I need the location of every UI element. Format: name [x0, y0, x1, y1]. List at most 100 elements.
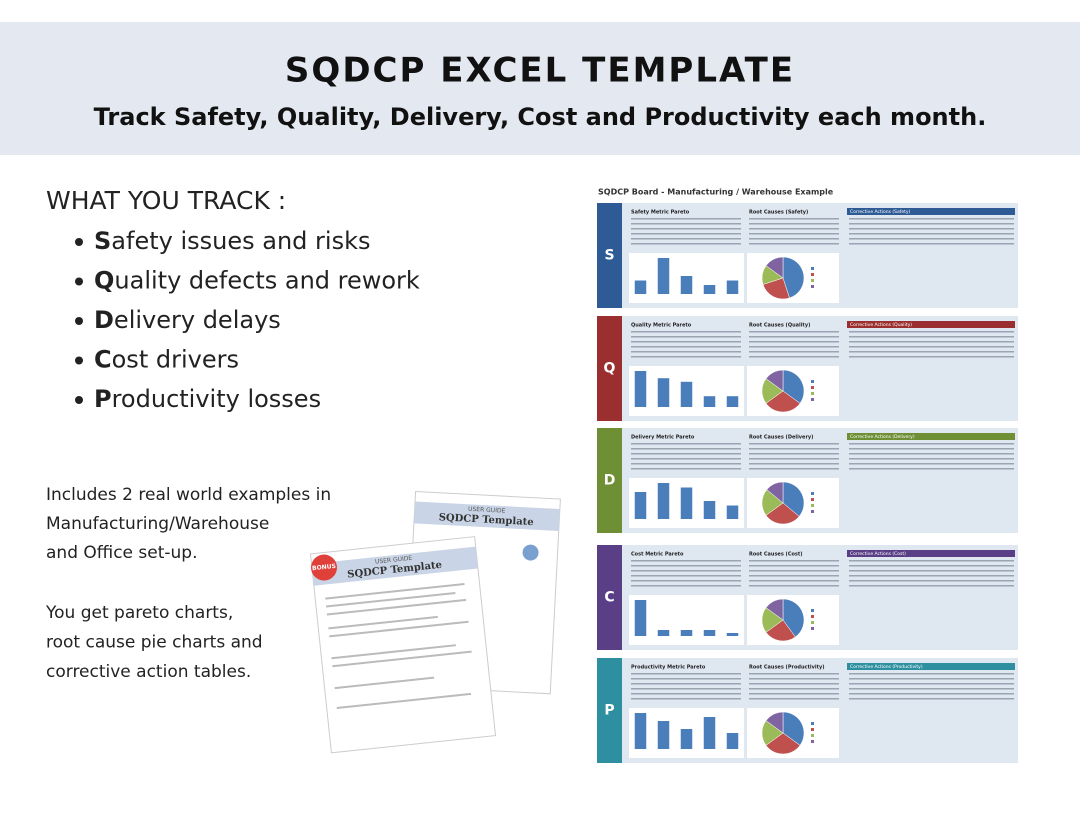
pareto-title: Cost Metric Pareto: [631, 552, 684, 558]
panel-letter: C: [604, 590, 614, 606]
table-row: [631, 453, 741, 455]
table-row: [631, 463, 741, 465]
header-band: [0, 22, 1080, 155]
actions-bar: [847, 663, 1015, 670]
item-letter: Q: [94, 267, 114, 295]
item-letter: S: [94, 227, 111, 255]
table-row: [631, 448, 741, 450]
pie-legend-key: [811, 380, 814, 383]
table-row: [849, 443, 1014, 445]
pie-slice: [765, 732, 801, 755]
table-row: [631, 356, 741, 358]
bonus-badge: [311, 554, 338, 581]
guide-band: [311, 546, 478, 586]
table-row: [631, 243, 741, 245]
table-row: [749, 673, 839, 675]
table-row: [749, 351, 839, 353]
pareto-bar: [634, 371, 647, 407]
table-row: [749, 693, 839, 695]
table-row: [631, 693, 741, 695]
pie-slice: [782, 369, 805, 404]
table-row: [631, 341, 741, 343]
guide-band: [413, 501, 560, 532]
table-row: [631, 233, 741, 235]
actions-title: Corrective Actions (Productivity): [850, 664, 923, 670]
root-title: Root Causes (Safety): [749, 210, 808, 216]
table-row: [749, 468, 839, 470]
pareto-title: Quality Metric Pareto: [631, 323, 692, 329]
pie-slice: [782, 256, 805, 299]
table-row: [849, 356, 1014, 358]
pie-slice: [765, 711, 784, 734]
track-heading: WHAT YOU TRACK :: [46, 186, 286, 215]
pareto-title: Productivity Metric Pareto: [631, 665, 706, 671]
item-rest: ost drivers: [112, 346, 239, 374]
track-list: Safety issues and risks Quality defects a…: [75, 227, 420, 413]
pie-slice: [765, 390, 801, 413]
guide-label: USER GUIDE: [375, 555, 413, 566]
table-row: [849, 688, 1014, 690]
guide-page: [309, 536, 497, 754]
table-row: [631, 560, 741, 562]
table-row: [631, 678, 741, 680]
pie-legend-key: [811, 504, 814, 507]
table-row: [849, 458, 1014, 460]
pareto-box: [629, 595, 744, 645]
table-row: [849, 218, 1014, 220]
table-row: [631, 698, 741, 700]
pie-legend-key: [811, 740, 814, 743]
pie-legend-key: [811, 279, 814, 282]
table-row: [849, 575, 1014, 577]
table-row: [749, 336, 839, 338]
table-row: [631, 228, 741, 230]
table-row: [749, 228, 839, 230]
pareto-bar: [657, 483, 670, 519]
item-letter: C: [94, 346, 112, 374]
pareto-bar: [634, 600, 647, 636]
table-row: [749, 463, 839, 465]
root-title: Root Causes (Delivery): [749, 435, 813, 441]
pareto-bar: [634, 492, 647, 519]
pareto-bar: [726, 396, 739, 407]
pie-legend-key: [811, 615, 814, 618]
bullet: [75, 238, 83, 246]
table-row: [631, 238, 741, 240]
title: SQDCP EXCEL TEMPLATE: [285, 51, 795, 91]
track-item: Cost drivers: [94, 346, 239, 374]
table-row: [631, 688, 741, 690]
bullet: [75, 396, 83, 404]
table-row: [849, 565, 1014, 567]
includes-line: Includes 2 real world examples in: [46, 485, 331, 505]
pareto-bar: [726, 280, 739, 294]
panel-strip: [597, 316, 622, 421]
root-title: Root Causes (Productivity): [749, 665, 825, 671]
pareto-bar: [703, 396, 716, 407]
pareto-bar: [634, 713, 647, 749]
track-item: Quality defects and rework: [94, 267, 420, 295]
table-row: [749, 678, 839, 680]
pareto-bar: [680, 729, 693, 749]
panel-strip: [597, 545, 622, 650]
pareto-bar: [657, 630, 670, 636]
pie-legend-key: [811, 285, 814, 288]
panel-letter: P: [604, 703, 614, 719]
table-row: [849, 243, 1014, 245]
includes-line: and Office set-up.: [46, 543, 198, 563]
includes-line: Manufacturing/Warehouse: [46, 514, 269, 534]
table-row: [849, 233, 1014, 235]
table-row: [849, 341, 1014, 343]
table-row: [631, 585, 741, 587]
actions-bar: [847, 208, 1015, 215]
pareto-bar: [726, 633, 739, 636]
table-row: [849, 693, 1014, 695]
table-row: [849, 468, 1014, 470]
pareto-bar: [726, 505, 739, 519]
guide-icon: [522, 544, 539, 561]
includes-line: You get pareto charts,: [45, 603, 233, 623]
item-rest: afety issues and risks: [111, 227, 370, 255]
table-row: [849, 678, 1014, 680]
table-row: [631, 565, 741, 567]
subtitle: Track Safety, Quality, Delivery, Cost an…: [94, 103, 987, 131]
panel-strip: [597, 428, 622, 533]
